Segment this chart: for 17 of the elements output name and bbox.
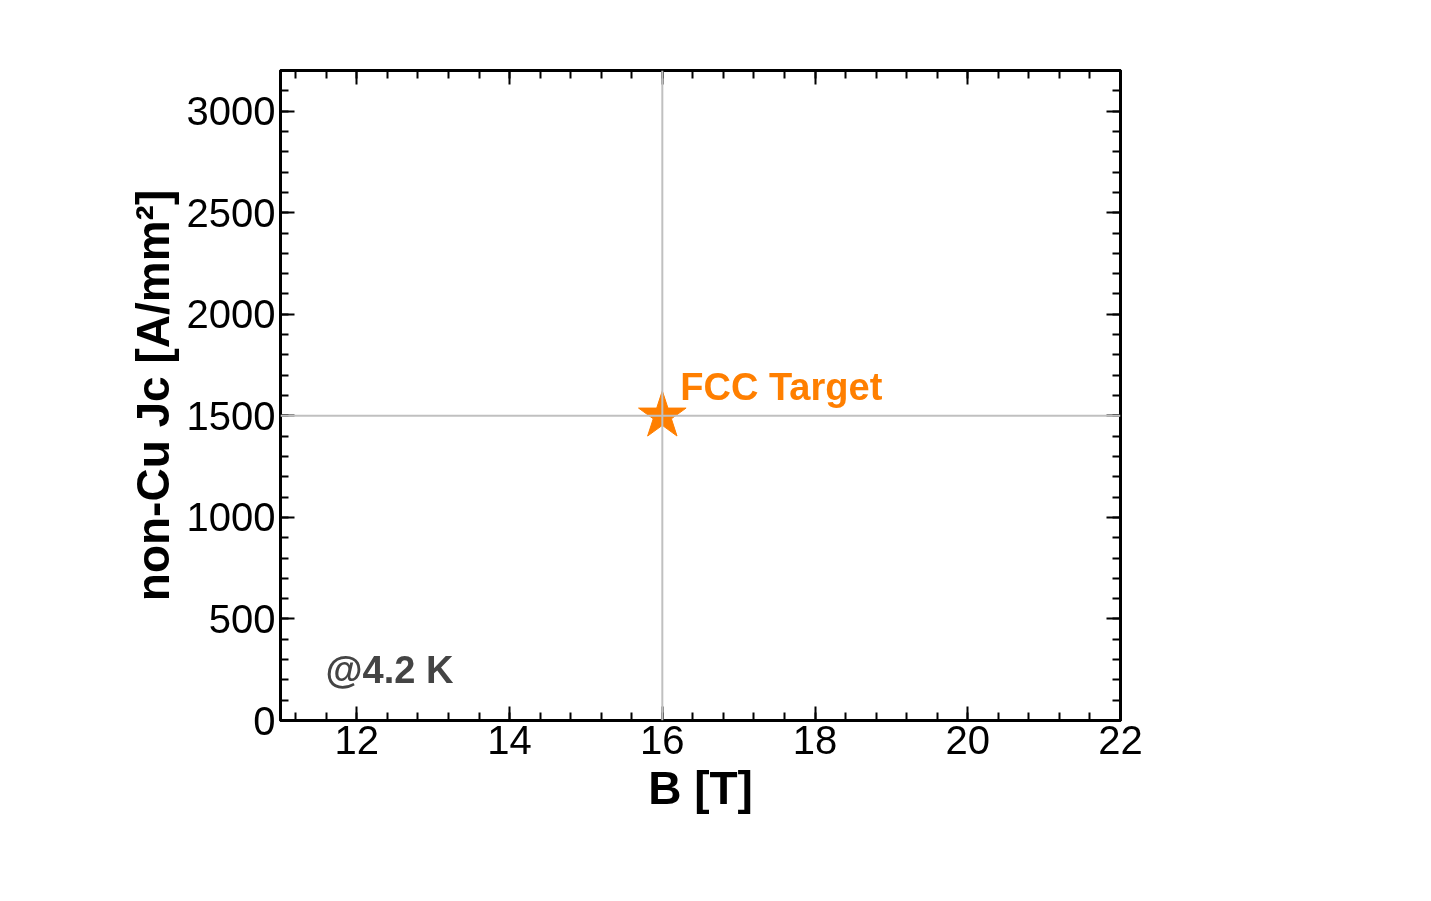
- series-label: FCC Target: [680, 365, 883, 408]
- x-axis-title: B [T]: [648, 761, 753, 814]
- y-tick-label: 1000: [186, 495, 276, 540]
- y-tick-label: 3000: [186, 89, 276, 134]
- y-axis-title: non-Cu Jc [A/mm²]: [126, 189, 179, 602]
- y-tick-label: 2500: [186, 190, 276, 235]
- y-tick-label: 1500: [186, 393, 276, 438]
- x-tick-label: 14: [487, 717, 532, 762]
- annotation: @4.2 K: [325, 648, 454, 691]
- x-tick-label: 20: [945, 717, 991, 762]
- y-tick-label: 2000: [186, 292, 276, 337]
- x-tick-label: 22: [1098, 717, 1143, 762]
- y-tick-label: 0: [253, 698, 276, 743]
- x-tick-label: 12: [334, 717, 380, 762]
- x-tick-label: 18: [792, 717, 838, 762]
- x-tick-label: 16: [640, 717, 685, 762]
- y-tick-label: 500: [208, 596, 276, 641]
